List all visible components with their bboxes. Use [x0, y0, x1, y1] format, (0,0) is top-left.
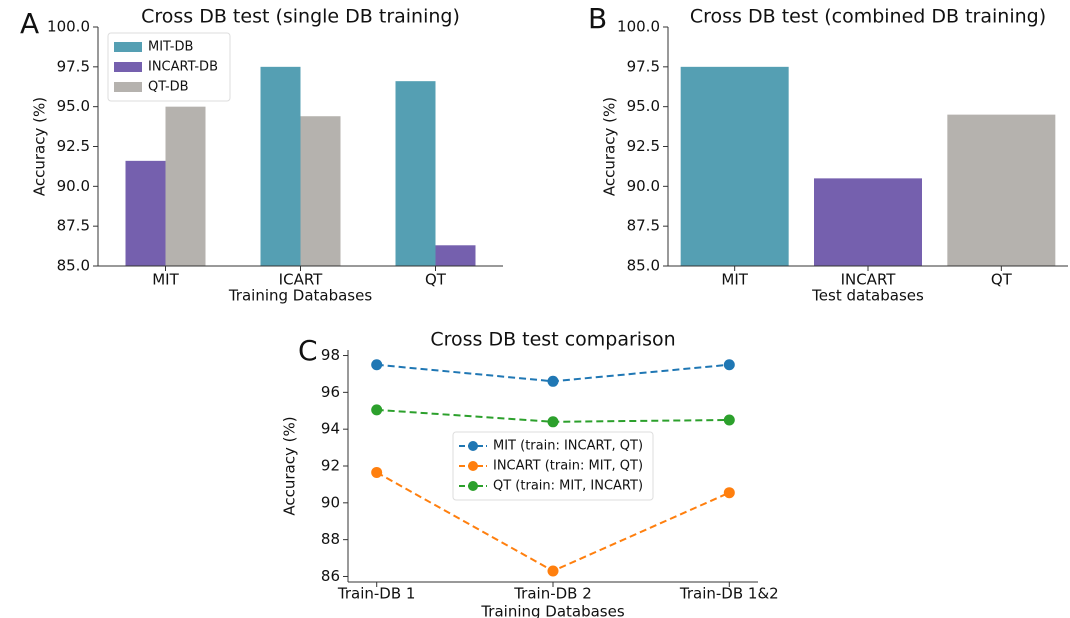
point	[371, 404, 383, 416]
x-tick-label: QT	[425, 271, 447, 289]
y-tick-label: 92.5	[57, 137, 90, 155]
legend-box	[452, 431, 654, 501]
y-tick-label: 96	[321, 383, 340, 401]
point	[723, 359, 735, 371]
x-tick-label: MIT	[152, 271, 179, 289]
y-tick-label: 87.5	[627, 217, 660, 235]
x-tick-label: INCART	[841, 271, 897, 289]
y-axis-title: Accuracy (%)	[601, 97, 619, 196]
bar	[947, 114, 1056, 266]
legend-label: INCART-DB	[148, 60, 218, 75]
y-tick-label: 90.0	[57, 177, 90, 195]
legend-label: INCART (train: MIT, QT)	[493, 459, 643, 474]
legend-swatch	[114, 42, 142, 52]
x-tick-label: ICART	[279, 271, 323, 289]
x-tick-label: MIT	[721, 271, 748, 289]
point	[371, 359, 383, 371]
legend-label: QT (train: MIT, INCART)	[493, 479, 643, 494]
x-axis-title: Training Databases	[228, 287, 373, 305]
point	[547, 416, 559, 428]
legend-label: MIT (train: INCART, QT)	[493, 439, 643, 454]
point	[371, 466, 383, 478]
y-tick-label: 95.0	[57, 97, 90, 115]
bar	[125, 160, 166, 266]
legend-marker	[468, 461, 478, 471]
x-axis-title: Test databases	[811, 287, 924, 305]
y-tick-label: 85.0	[57, 257, 90, 275]
y-tick-label: 92.5	[627, 137, 660, 155]
y-tick-label: 94	[321, 420, 340, 438]
x-tick-label: Train-DB 2	[513, 585, 592, 603]
y-axis-title: Accuracy (%)	[31, 97, 49, 196]
y-tick-label: 88	[321, 530, 340, 548]
bar	[395, 81, 436, 266]
chart-title: Cross DB test comparison	[430, 329, 675, 351]
y-tick-label: 97.5	[57, 57, 90, 75]
y-tick-label: 90	[321, 493, 340, 511]
bar	[435, 245, 476, 266]
y-tick-label: 100.0	[47, 18, 90, 36]
bar	[814, 178, 922, 266]
y-tick-label: 92	[321, 457, 340, 475]
point	[723, 487, 735, 499]
point	[723, 414, 735, 426]
panel-label: B	[588, 2, 607, 35]
bar	[300, 116, 341, 266]
y-tick-label: 95.0	[627, 97, 660, 115]
legend-swatch	[114, 62, 142, 72]
chart-title: Cross DB test (single DB training)	[141, 6, 460, 28]
y-tick-label: 98	[321, 346, 340, 364]
y-tick-label: 97.5	[627, 57, 660, 75]
x-tick-label: QT	[991, 271, 1013, 289]
y-axis-title: Accuracy (%)	[281, 416, 299, 515]
x-tick-label: Train-DB 1	[337, 585, 416, 603]
x-axis-title: Training Databases	[480, 603, 625, 618]
point	[547, 565, 559, 577]
x-tick-label: Train-DB 1&2	[679, 585, 779, 603]
legend-label: QT-DB	[148, 80, 189, 95]
legend-label: MIT-DB	[148, 40, 193, 55]
panel-label: A	[20, 7, 39, 40]
legend-swatch	[114, 82, 142, 92]
y-tick-label: 86	[321, 567, 340, 585]
bar	[680, 66, 789, 266]
panel-label: C	[298, 334, 318, 367]
y-tick-label: 87.5	[57, 217, 90, 235]
chart-title: Cross DB test (combined DB training)	[690, 6, 1046, 28]
legend-marker	[468, 481, 478, 491]
y-tick-label: 85.0	[627, 257, 660, 275]
bar	[260, 66, 301, 266]
legend-marker	[468, 441, 478, 451]
bar	[165, 106, 206, 267]
y-tick-label: 100.0	[617, 18, 660, 36]
y-tick-label: 90.0	[627, 177, 660, 195]
point	[547, 375, 559, 387]
